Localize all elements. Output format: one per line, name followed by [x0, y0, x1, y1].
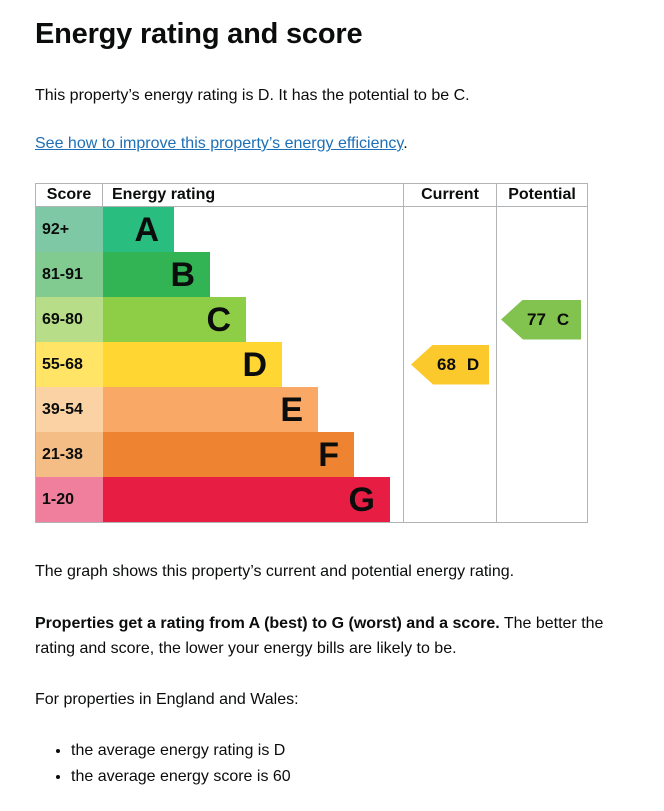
potential-score: 77 [527, 309, 546, 329]
improve-link-row: See how to improve this property’s energ… [35, 135, 628, 153]
score-range-g: 1-20 [36, 477, 103, 522]
band-bar-cell-b: B [103, 252, 403, 297]
potential-column [496, 207, 587, 522]
epc-rating-table: Score Energy rating Current Potential 92… [35, 183, 588, 523]
potential-band: C [556, 309, 570, 329]
band-bar-f: F [103, 432, 354, 477]
band-letter-a: A [134, 210, 159, 249]
band-letter-e: E [280, 390, 303, 429]
average-score-item: the average energy score is 60 [71, 765, 628, 789]
band-bar-e: E [103, 387, 318, 432]
average-rating-item: the average energy rating is D [71, 739, 628, 763]
current-column [403, 207, 496, 522]
band-bar-c: C [103, 297, 246, 342]
band-bar-cell-c: C [103, 297, 403, 342]
column-header-current: Current [403, 184, 496, 207]
band-bar-cell-f: F [103, 432, 403, 477]
rating-explanation-bold: Properties get a rating from A (best) to… [35, 615, 500, 632]
band-bar-cell-e: E [103, 387, 403, 432]
band-letter-g: G [348, 480, 375, 519]
column-header-rating: Energy rating [103, 184, 403, 207]
score-range-e: 39-54 [36, 387, 103, 432]
score-range-d: 55-68 [36, 342, 103, 387]
rating-explanation-rest: The better the rating and score, the low… [35, 615, 604, 657]
intro-text: This property’s energy rating is D. It h… [35, 87, 470, 104]
band-letter-b: B [170, 255, 195, 294]
score-range-c: 69-80 [36, 297, 103, 342]
regions-line: For properties in England and Wales: [35, 691, 299, 708]
current-band: D [466, 354, 480, 374]
band-bar-g: G [103, 477, 390, 522]
band-letter-f: F [318, 435, 339, 474]
link-suffix: . [403, 135, 408, 152]
band-bar-cell-g: G [103, 477, 403, 522]
band-bar-cell-a: A [103, 207, 403, 252]
chart-caption: The graph shows this property’s current … [35, 563, 515, 580]
band-bar-d: D [103, 342, 282, 387]
current-score: 68 [437, 354, 456, 374]
band-letter-c: C [206, 300, 231, 339]
band-bar-a: A [103, 207, 174, 252]
score-range-a: 92+ [36, 207, 103, 252]
band-bar-cell-d: D [103, 342, 403, 387]
score-range-b: 81-91 [36, 252, 103, 297]
rating-explanation: Properties get a rating from A (best) to… [35, 611, 628, 661]
score-range-f: 21-38 [36, 432, 103, 477]
improve-efficiency-link[interactable]: See how to improve this property’s energ… [35, 135, 404, 152]
averages-list: the average energy rating is D the avera… [55, 739, 628, 789]
band-bar-b: B [103, 252, 210, 297]
column-header-potential: Potential [496, 184, 587, 207]
page-title: Energy rating and score [35, 18, 363, 50]
band-letter-d: D [242, 345, 267, 384]
column-header-score: Score [36, 184, 103, 207]
